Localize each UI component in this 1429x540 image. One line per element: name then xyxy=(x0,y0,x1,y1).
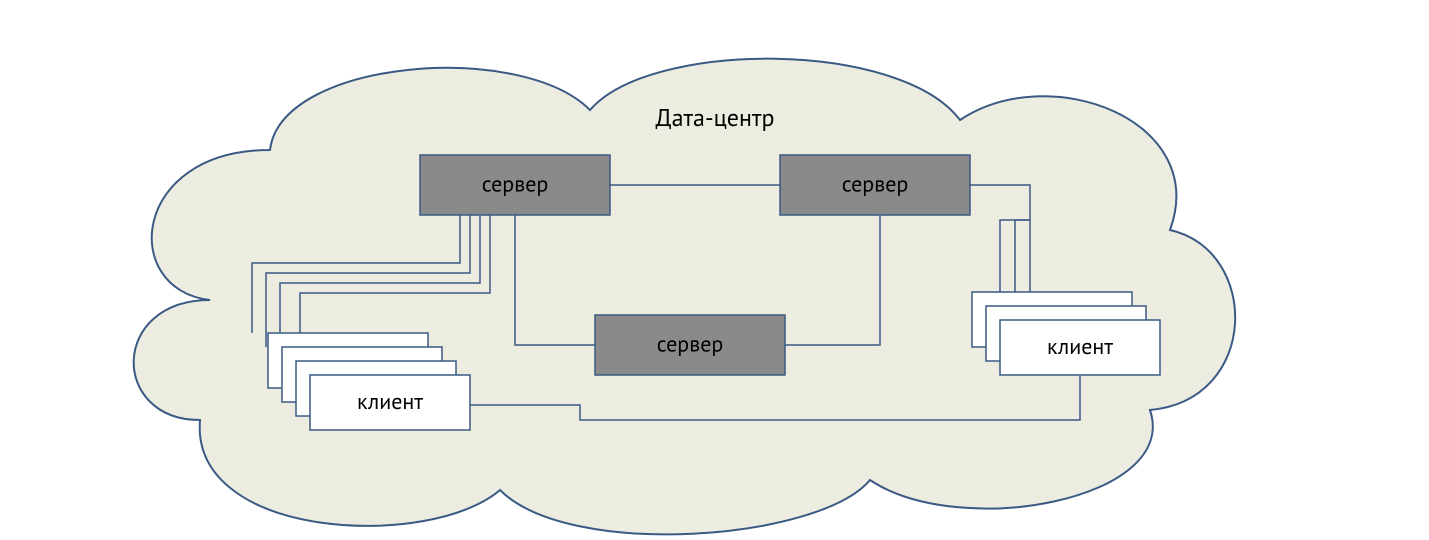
server-box-server3: сервер xyxy=(595,315,785,375)
diagram-canvas: сервер сервер сервер клиент клиент Дата-центр xyxy=(0,0,1429,540)
server-box-server1: сервер xyxy=(420,155,610,215)
client-box-clientL-label: клиент xyxy=(357,388,423,416)
server-box-server2: сервер xyxy=(780,155,970,215)
server-box-server3-label: сервер xyxy=(657,331,724,359)
client-box-clientL: клиент xyxy=(310,375,470,430)
diagram-title: Дата-центр xyxy=(656,102,775,133)
client-box-clientR: клиент xyxy=(1000,320,1160,375)
server-box-server2-label: сервер xyxy=(842,171,909,199)
client-box-clientR-label: клиент xyxy=(1047,333,1113,361)
server-box-server1-label: сервер xyxy=(482,171,549,199)
